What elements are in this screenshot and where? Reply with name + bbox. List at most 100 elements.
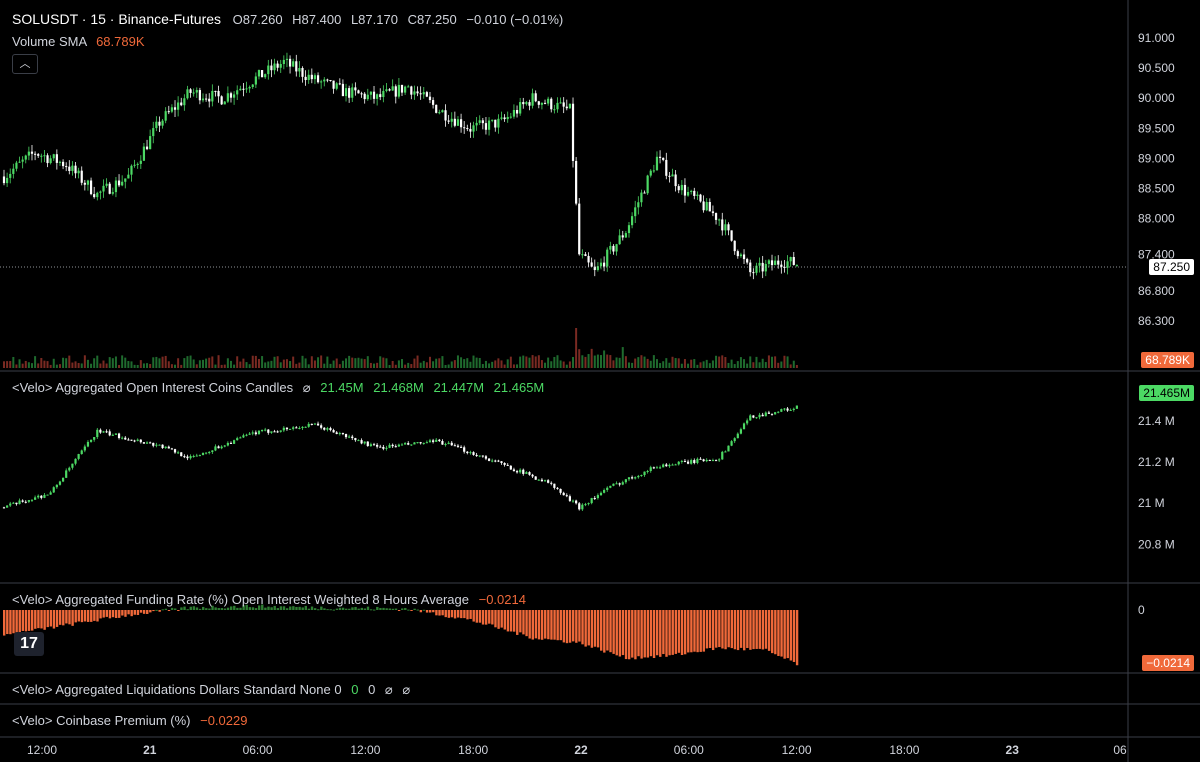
open-interest-candles[interactable]: [2, 405, 798, 512]
candle-body: [711, 460, 715, 462]
candle-body: [320, 425, 323, 428]
volume-bar: [285, 359, 288, 368]
collapse-legend-button[interactable]: ︿: [12, 54, 38, 74]
candle-body: [658, 156, 662, 158]
candle-body: [363, 441, 366, 444]
funding-bar: [239, 607, 242, 610]
volume-bar: [575, 328, 578, 368]
candle-body: [292, 427, 295, 429]
candle-body: [360, 93, 363, 95]
candle-body: [177, 102, 180, 110]
candle-body: [273, 431, 276, 433]
candle-body: [6, 177, 9, 184]
candle-body: [220, 96, 223, 105]
candle-body: [522, 469, 525, 474]
funding-bar: [795, 610, 799, 666]
candle-body: [376, 94, 379, 99]
candle-body: [136, 163, 139, 165]
candle-body: [571, 103, 575, 161]
candle-body: [96, 429, 99, 438]
candle-body: [99, 191, 102, 193]
volume-bar: [65, 358, 68, 368]
funding-bar: [702, 610, 706, 652]
funding-bar: [587, 610, 590, 646]
candle-body: [145, 146, 149, 150]
volume-bar: [310, 356, 313, 368]
candle-body: [621, 235, 624, 238]
candle-body: [767, 412, 771, 414]
volume-bar: [174, 364, 177, 368]
hidden-eye-icon[interactable]: ⌀: [384, 682, 393, 697]
candle-body: [690, 460, 693, 464]
candle-body: [456, 119, 460, 126]
hidden-eye-icon[interactable]: ⌀: [302, 380, 311, 395]
candle-body: [93, 437, 96, 440]
funding-bar: [627, 610, 631, 660]
volume-bar: [186, 356, 189, 368]
candle-body: [127, 174, 130, 179]
candle-body: [730, 230, 733, 241]
tradingview-logo-icon[interactable]: 17: [14, 632, 44, 656]
funding-bar: [721, 610, 724, 649]
volume-bar: [646, 358, 649, 368]
funding-bar: [49, 610, 53, 627]
candle-body: [83, 182, 86, 185]
funding-bar: [124, 610, 127, 617]
candle-body: [587, 255, 590, 263]
funding-rate-bars[interactable]: [3, 604, 799, 666]
price-axis[interactable]: 91.000 90.500 90.000 89.500 89.000 88.500 88.0…: [1138, 31, 1175, 617]
liquidations-title[interactable]: <Velo> Aggregated Liquidations Dollars S…: [12, 682, 342, 697]
volume-bar: [376, 362, 379, 368]
volume-bar: [121, 355, 124, 368]
candle-body: [40, 495, 43, 498]
candle-body: [649, 467, 652, 472]
time-axis[interactable]: 12:00 21 06:00 12:00 18:00 22 06:00 12:00 18:00 2…: [27, 743, 1127, 757]
volume-bar: [77, 362, 80, 368]
funding-bar: [743, 610, 746, 651]
candle-body: [400, 444, 404, 446]
price-candles[interactable]: [0, 52, 1128, 280]
volume-bar: [146, 363, 149, 368]
candle-body: [344, 88, 348, 97]
candle-body: [562, 492, 565, 496]
candle-body: [500, 461, 503, 463]
funding-title[interactable]: <Velo> Aggregated Funding Rate (%) Open …: [12, 592, 469, 607]
funding-bar: [382, 607, 385, 610]
candle-body: [525, 472, 528, 474]
volume-bar: [307, 364, 310, 368]
premium-title[interactable]: <Velo> Coinbase Premium (%): [12, 713, 191, 728]
funding-bar: [9, 610, 12, 635]
volume-bar: [767, 355, 770, 368]
volume-bar: [733, 364, 736, 368]
volume-bar: [34, 356, 37, 368]
funding-bar: [786, 610, 789, 659]
candle-body: [618, 483, 621, 485]
oi-title[interactable]: <Velo> Aggregated Open Interest Coins Ca…: [12, 380, 294, 395]
symbol-title[interactable]: SOLUSDT · 15 · Binance-Futures: [12, 11, 222, 27]
candle-body: [643, 471, 646, 476]
funding-bar: [37, 610, 40, 629]
candle-body: [646, 175, 649, 194]
candle-body: [170, 107, 174, 112]
volume-bar: [295, 363, 298, 368]
volume-bar: [9, 361, 12, 368]
candle-body: [677, 461, 680, 465]
volume-bar: [391, 360, 394, 368]
candle-body: [481, 455, 484, 457]
candle-body: [553, 109, 556, 111]
candle-body: [24, 501, 27, 503]
candle-body: [257, 430, 261, 435]
candle-body: [288, 428, 292, 430]
time-axis-label: 23: [1006, 743, 1020, 757]
funding-bar: [783, 610, 786, 659]
funding-bar: [649, 610, 653, 657]
axis-tick-label: 21.2 M: [1138, 455, 1175, 469]
volume-bar: [537, 355, 540, 368]
funding-bar: [531, 610, 534, 640]
volume-sma-label[interactable]: Volume SMA: [12, 34, 87, 49]
candle-body: [167, 446, 170, 449]
candle-body: [655, 467, 659, 469]
time-axis-label: 06:00: [674, 743, 704, 757]
hidden-eye-icon[interactable]: ⌀: [402, 682, 411, 697]
